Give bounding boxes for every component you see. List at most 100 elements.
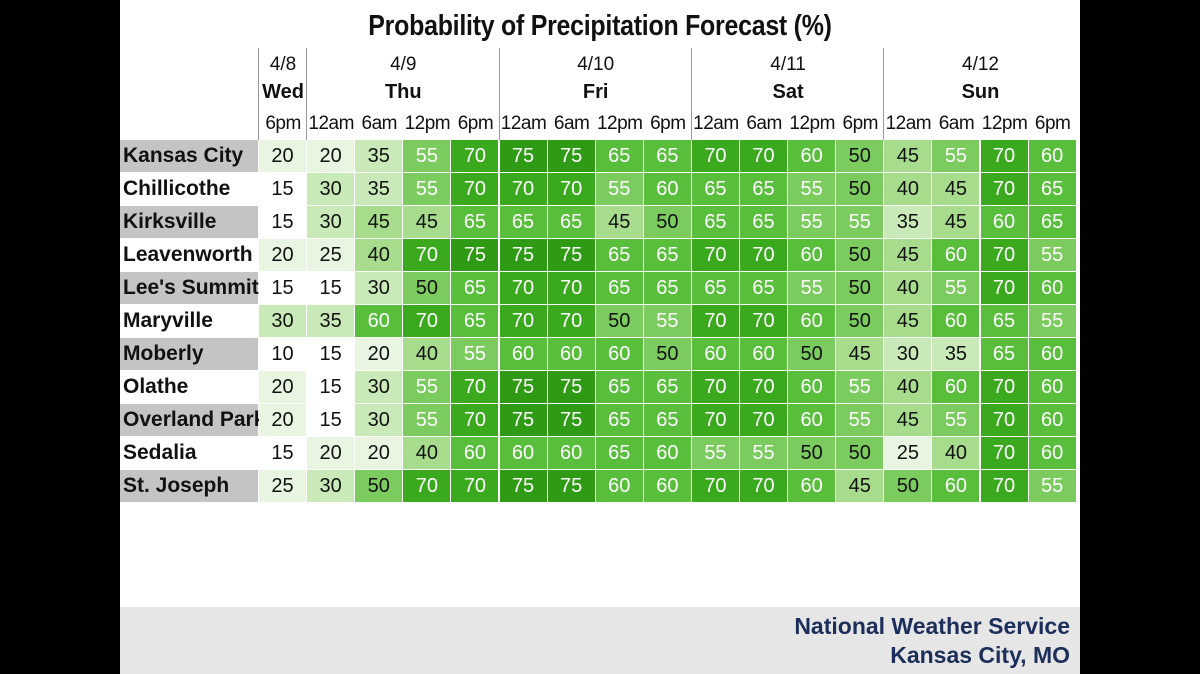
time-label: 12am [307, 109, 356, 139]
pop-value: 60 [1028, 371, 1076, 403]
pop-value: 15 [259, 206, 307, 238]
pop-value: 60 [932, 470, 980, 502]
day-date: 4/10 [499, 52, 692, 78]
pop-value: 50 [884, 470, 932, 502]
pop-value: 70 [547, 305, 595, 337]
pop-value: 60 [1028, 437, 1076, 469]
day-date: 4/12 [884, 52, 1077, 78]
pop-value: 70 [980, 173, 1028, 205]
pop-value: 35 [355, 140, 403, 172]
day-divider [690, 48, 692, 140]
pop-value: 15 [259, 437, 307, 469]
pop-value: 55 [595, 173, 643, 205]
pop-value: 60 [1028, 272, 1076, 304]
pop-value: 20 [355, 437, 403, 469]
pop-value: 65 [980, 305, 1028, 337]
day-name: Sat [691, 78, 885, 106]
pop-value: 65 [451, 305, 499, 337]
pop-value: 70 [451, 371, 499, 403]
pop-value: 60 [788, 239, 836, 271]
nws-credit: National Weather Service Kansas City, MO [794, 612, 1070, 670]
pop-value: 55 [1028, 470, 1076, 502]
pop-value: 30 [355, 272, 403, 304]
pop-value: 70 [980, 371, 1028, 403]
pop-value: 20 [307, 140, 355, 172]
day-name: Fri [499, 78, 692, 106]
pop-value: 25 [259, 470, 307, 502]
pop-value: 45 [932, 206, 980, 238]
day-date: 4/8 [259, 52, 308, 78]
pop-value: 65 [643, 272, 691, 304]
pop-value: 40 [932, 437, 980, 469]
city-name: Lee's Summit [120, 272, 259, 304]
pop-value: 70 [980, 437, 1028, 469]
city-name: Moberly [120, 338, 258, 370]
pop-value: 50 [836, 173, 884, 205]
pop-value: 55 [788, 173, 836, 205]
pop-value: 65 [740, 206, 788, 238]
day-name: Thu [307, 78, 500, 106]
pop-value: 60 [932, 239, 980, 271]
city-name: Leavenworth [120, 239, 258, 271]
pop-value: 30 [307, 206, 355, 238]
day-date: 4/9 [307, 52, 500, 78]
time-label: 12am [884, 109, 933, 139]
pop-value: 75 [499, 371, 547, 403]
pop-value: 60 [1028, 338, 1076, 370]
pop-value: 70 [499, 173, 547, 205]
pop-value: 35 [355, 173, 403, 205]
pop-value: 35 [307, 305, 355, 337]
pop-value: 55 [836, 404, 884, 436]
pop-value: 55 [403, 371, 451, 403]
pop-value: 75 [499, 470, 547, 502]
pop-value: 60 [643, 437, 691, 469]
pop-value: 75 [499, 404, 547, 436]
pop-value: 50 [595, 305, 643, 337]
pop-value: 70 [451, 140, 499, 172]
pop-value: 65 [451, 272, 499, 304]
pop-value: 15 [307, 338, 355, 370]
pop-value: 30 [884, 338, 932, 370]
pop-value: 65 [980, 338, 1028, 370]
city-name: St. Joseph [120, 470, 258, 502]
pop-value: 30 [307, 173, 355, 205]
pop-value: 70 [980, 272, 1028, 304]
day-divider [306, 48, 308, 140]
pop-value: 65 [595, 404, 643, 436]
pop-value: 60 [1028, 404, 1076, 436]
city-name: Maryville [120, 305, 258, 337]
pop-value: 65 [691, 206, 739, 238]
pop-value: 70 [499, 305, 547, 337]
pop-value: 60 [691, 338, 739, 370]
pop-value: 65 [451, 206, 499, 238]
pop-value: 60 [788, 305, 836, 337]
pop-value: 70 [691, 305, 739, 337]
city-name: Sedalia [120, 437, 258, 469]
pop-value: 55 [740, 437, 788, 469]
pop-value: 75 [451, 239, 499, 271]
pop-value: 70 [740, 140, 788, 172]
pop-value: 60 [980, 206, 1028, 238]
pop-value: 45 [884, 305, 932, 337]
time-label: 6pm [836, 109, 885, 139]
pop-value: 50 [643, 338, 691, 370]
pop-value: 70 [740, 305, 788, 337]
pop-value: 40 [884, 371, 932, 403]
pop-value: 65 [740, 272, 788, 304]
time-label: 12am [499, 109, 548, 139]
pop-value: 50 [788, 437, 836, 469]
pop-value: 65 [499, 206, 547, 238]
pop-value: 40 [403, 338, 451, 370]
time-label: 12am [691, 109, 740, 139]
pop-value: 65 [643, 239, 691, 271]
pop-value: 55 [643, 305, 691, 337]
pop-value: 30 [355, 404, 403, 436]
pop-value: 60 [547, 437, 595, 469]
pop-value: 70 [980, 239, 1028, 271]
chart-title: Probability of Precipitation Forecast (%… [368, 10, 832, 42]
pop-value: 55 [403, 173, 451, 205]
pop-value: 60 [932, 371, 980, 403]
time-label: 12pm [595, 109, 644, 139]
pop-value: 30 [307, 470, 355, 502]
pop-value: 60 [788, 140, 836, 172]
